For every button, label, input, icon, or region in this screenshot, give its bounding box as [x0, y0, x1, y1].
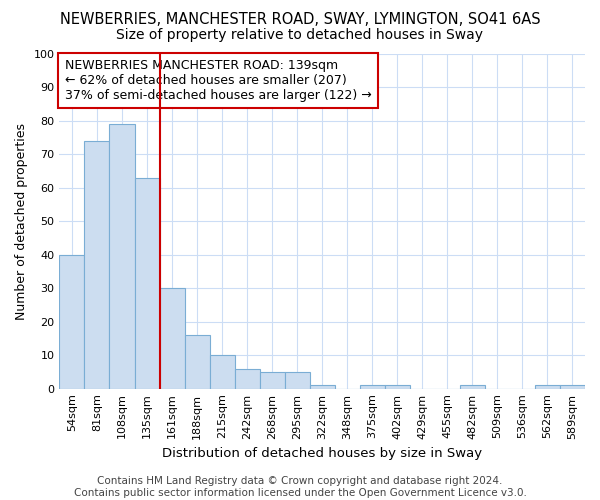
- Bar: [260, 372, 284, 388]
- Bar: [59, 255, 85, 388]
- Text: NEWBERRIES, MANCHESTER ROAD, SWAY, LYMINGTON, SO41 6AS: NEWBERRIES, MANCHESTER ROAD, SWAY, LYMIN…: [59, 12, 541, 28]
- Text: NEWBERRIES MANCHESTER ROAD: 139sqm
← 62% of detached houses are smaller (207)
37: NEWBERRIES MANCHESTER ROAD: 139sqm ← 62%…: [65, 59, 371, 102]
- Text: Contains HM Land Registry data © Crown copyright and database right 2024.
Contai: Contains HM Land Registry data © Crown c…: [74, 476, 526, 498]
- Text: Size of property relative to detached houses in Sway: Size of property relative to detached ho…: [116, 28, 484, 42]
- Bar: [109, 124, 134, 388]
- X-axis label: Distribution of detached houses by size in Sway: Distribution of detached houses by size …: [162, 447, 482, 460]
- Bar: [209, 355, 235, 388]
- Bar: [185, 335, 209, 388]
- Bar: [560, 386, 585, 388]
- Bar: [160, 288, 185, 388]
- Bar: [310, 386, 335, 388]
- Y-axis label: Number of detached properties: Number of detached properties: [15, 123, 28, 320]
- Bar: [360, 386, 385, 388]
- Bar: [385, 386, 410, 388]
- Bar: [535, 386, 560, 388]
- Bar: [134, 178, 160, 388]
- Bar: [284, 372, 310, 388]
- Bar: [85, 141, 109, 388]
- Bar: [460, 386, 485, 388]
- Bar: [235, 368, 260, 388]
